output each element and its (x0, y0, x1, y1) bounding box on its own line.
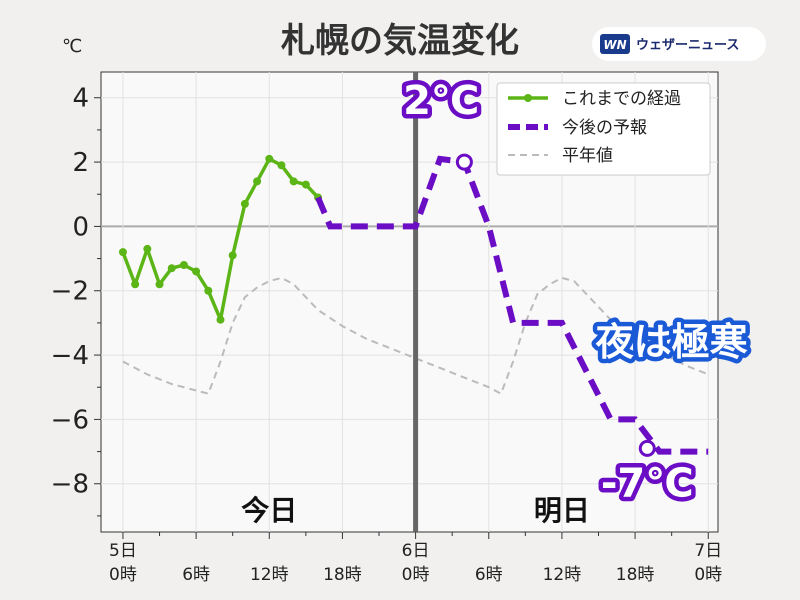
open-markers (455, 153, 656, 457)
annotation-label: 夜は極寒 (595, 320, 748, 364)
x-tick-label: 18時 (616, 565, 655, 585)
y-tick-label: 4 (72, 84, 89, 114)
observed-point (240, 199, 249, 208)
x-tick-label: 12時 (250, 565, 289, 585)
x-tick-label: 6日 (402, 541, 430, 561)
observed-point (118, 248, 127, 257)
y-tick-label: 2 (72, 148, 89, 178)
legend-label: 今後の予報 (562, 118, 647, 138)
annotation-label: -7℃ (601, 461, 694, 507)
series-observed (118, 154, 323, 324)
x-tick-label: 0時 (694, 565, 722, 585)
observed-point (301, 180, 310, 189)
chart-title: 札幌の気温変化 (281, 21, 519, 61)
x-tick-label: 6時 (475, 565, 503, 585)
observed-point (143, 244, 152, 253)
unit-label: ℃ (62, 36, 82, 57)
series-forecast (315, 155, 709, 455)
day-label: 今日 (241, 494, 297, 527)
x-tick-label: 12時 (543, 565, 582, 585)
y-tick-label: −8 (51, 470, 89, 500)
svg-text:WN: WN (603, 38, 626, 52)
y-tick-label: −4 (51, 341, 89, 371)
day-label: 明日 (534, 494, 590, 527)
forecast-marker (638, 439, 656, 457)
observed-point (277, 161, 286, 170)
y-tick-label: −6 (51, 405, 89, 435)
observed-point (131, 280, 140, 289)
legend-label: これまでの経過 (562, 89, 681, 109)
legend-observed-marker (524, 94, 532, 102)
x-tick-label: 5日 (109, 541, 137, 561)
y-tick-label: 0 (72, 212, 89, 242)
x-tick-label: 6時 (182, 565, 210, 585)
annotation-label: 2℃ (403, 78, 479, 124)
annotations: 2℃ 夜は極寒 -7℃ (399, 73, 753, 511)
forecast-marker (455, 153, 473, 171)
legend-box (496, 82, 711, 176)
observed-point (265, 154, 274, 163)
observed-point (216, 315, 225, 324)
observed-point (155, 280, 164, 289)
observed-point (192, 267, 201, 276)
x-tick-label: 18時 (323, 565, 362, 585)
day-labels: 今日 明日 (241, 494, 590, 527)
legend-label: 平年値 (562, 146, 613, 166)
y-tick-label: −2 (51, 277, 89, 307)
x-tick-label: 0時 (402, 565, 430, 585)
observed-point (204, 286, 213, 295)
observed-point (253, 177, 262, 186)
x-tick-label: 0時 (109, 565, 137, 585)
axes: 4 2 0 −2 −4 −6 −8 5日 0時 6時 12時 18時 6日 0時 6時 12時 18時 7日 0時 (51, 84, 722, 585)
observed-point (228, 251, 237, 260)
brand-name: ウェザーニュース (636, 38, 739, 53)
brand-logo: WN ウェザーニュース (592, 27, 766, 61)
observed-point (179, 261, 188, 270)
forecast-line (315, 155, 709, 455)
observed-point (289, 177, 298, 186)
x-tick-label: 7日 (694, 541, 722, 561)
observed-point (167, 264, 176, 273)
